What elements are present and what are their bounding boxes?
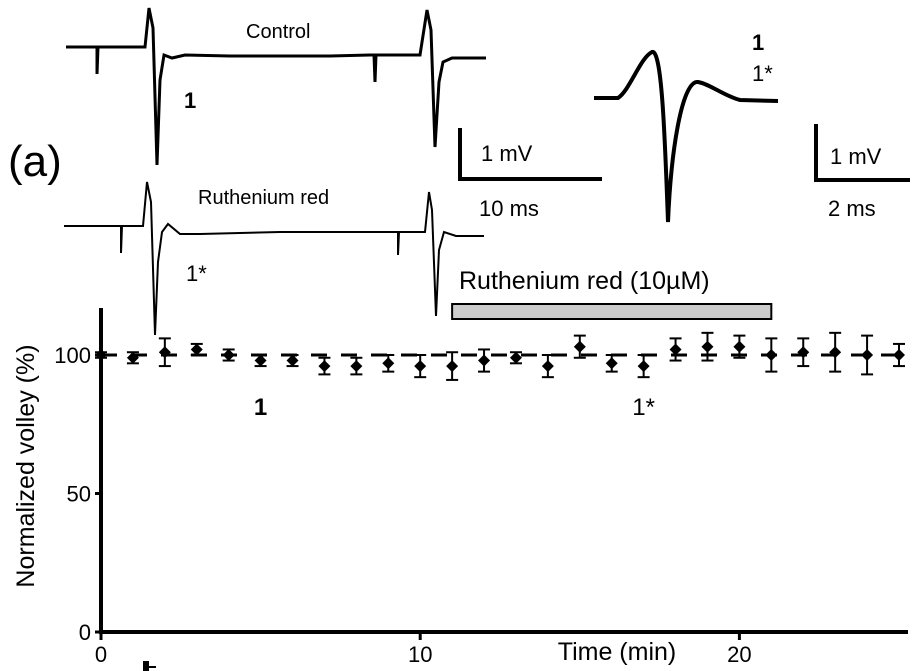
- y-axis-label: Normalized volley (%): [12, 344, 40, 587]
- data-point: [222, 349, 235, 361]
- data-point: [414, 360, 427, 373]
- annotation-label: 1*: [632, 394, 655, 421]
- data-markers: [95, 340, 905, 373]
- y-tick-label: 0: [79, 620, 91, 645]
- data-point: [893, 349, 905, 361]
- x-tick-label: 10: [408, 642, 432, 667]
- data-point: [573, 340, 586, 353]
- data-point: [350, 360, 363, 373]
- scale-right-time: 2 ms: [828, 196, 876, 221]
- ruthenium-trace-label: Ruthenium red: [198, 187, 329, 209]
- data-point: [95, 349, 107, 361]
- overlay-marker-1: 1: [752, 30, 764, 55]
- x-axis-label: Time (min): [558, 638, 677, 666]
- data-point: [765, 349, 778, 361]
- data-point: [254, 354, 267, 367]
- chart-annotations: 1 1*: [254, 394, 655, 421]
- annotation-label: 1: [254, 394, 267, 421]
- scale-bar-right: [814, 124, 910, 182]
- data-point: [190, 343, 203, 356]
- x-tick-label: 20: [727, 642, 751, 667]
- data-point: [605, 357, 618, 370]
- data-point: [509, 351, 522, 364]
- axes: 0 50 100 0 10 20: [54, 308, 908, 667]
- ruthenium-marker: 1*: [186, 261, 207, 286]
- drug-bar-label: Ruthenium red (10µM): [459, 267, 710, 295]
- drug-application-bar: [451, 303, 773, 320]
- data-point: [478, 354, 491, 367]
- data-point: [446, 360, 459, 373]
- scale-left-time: 10 ms: [479, 196, 539, 221]
- ruthenium-trace: [64, 181, 484, 336]
- control-trace-label: Control: [246, 21, 310, 43]
- scale-bar-left: [458, 128, 602, 181]
- data-point: [382, 357, 395, 370]
- data-point: [286, 354, 299, 367]
- control-marker: 1: [184, 88, 196, 113]
- overlay-marker-2: 1*: [752, 61, 773, 86]
- data-point: [126, 351, 139, 364]
- y-tick-label: 50: [67, 482, 91, 507]
- data-point: [829, 346, 842, 359]
- inset-traces: (a) Control 1 Ruthenium red 1* 1 mV 10 m…: [8, 7, 910, 336]
- data-point: [541, 360, 554, 373]
- x-ticks: 0 10 20: [95, 632, 752, 667]
- data-point: [637, 360, 650, 373]
- y-ticks: 0 50 100: [54, 343, 101, 645]
- data-point: [733, 340, 746, 353]
- data-point: [158, 346, 171, 359]
- corner-artifact: [143, 661, 156, 671]
- scale-right-voltage: 1 mV: [830, 144, 882, 169]
- data-point: [797, 346, 810, 359]
- data-point: [669, 343, 682, 356]
- control-trace: [66, 7, 486, 166]
- data-point: [861, 349, 874, 361]
- y-tick-label: 100: [54, 343, 91, 368]
- panel-label: (a): [8, 137, 62, 186]
- scale-left-voltage: 1 mV: [481, 141, 533, 166]
- x-tick-label: 0: [95, 642, 107, 667]
- data-point: [318, 360, 331, 373]
- overlay-trace: [594, 49, 779, 223]
- data-point: [701, 340, 714, 353]
